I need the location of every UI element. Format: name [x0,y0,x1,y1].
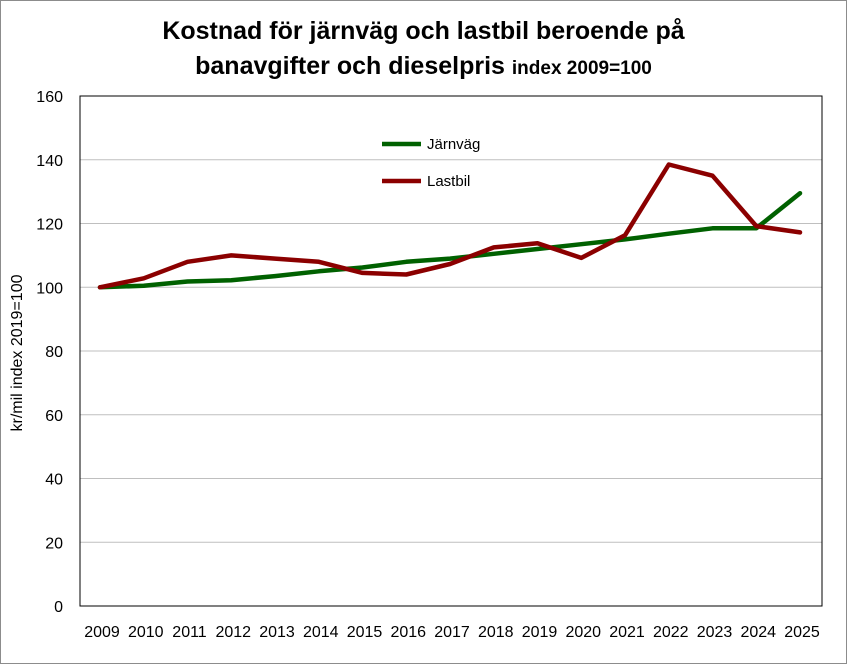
plot-area-border [79,95,823,607]
x-tick-label-2015: 2015 [347,624,383,641]
x-tick-label-2024: 2024 [740,624,776,641]
legend-label-järnväg: Järnväg [427,136,480,153]
y-tick-label-0: 0 [54,599,63,616]
legend-label-lastbil: Lastbil [427,173,470,190]
x-tick-label-2021: 2021 [609,624,645,641]
y-axis-tick-labels: 0 20 40 60 80 100 120 140 160 [36,89,63,616]
series-line-järnväg [97,190,803,290]
y-tick-label-100: 100 [36,280,63,297]
series-lines [97,162,803,290]
series-line-lastbil [97,162,803,290]
y-tick-label-80: 80 [45,344,63,361]
x-tick-label-2010: 2010 [128,624,164,641]
chart-title-suffix: index 2009=100 [511,58,652,79]
y-tick-label-60: 60 [45,408,63,425]
y-tick-label-40: 40 [45,472,63,489]
x-tick-label-2014: 2014 [303,624,339,641]
y-tick-label-20: 20 [45,535,63,552]
x-tick-label-2011: 2011 [172,624,207,641]
x-tick-label-2019: 2019 [522,624,558,641]
y-tick-label-140: 140 [36,153,63,170]
x-tick-label-2012: 2012 [215,624,251,641]
x-tick-label-2016: 2016 [390,624,426,641]
y-tick-label-160: 160 [36,89,63,106]
y-axis-label: kr/mil index 2019=100 [9,274,26,431]
chart-title-line1: Kostnad för järnväg och lastbil beroende… [162,17,685,45]
gridlines [80,159,822,543]
x-tick-label-2017: 2017 [434,624,470,641]
x-tick-label-2025: 2025 [784,624,820,641]
chart-title-line2: banavgifter och dieselpris index 2009=10… [0,49,847,86]
x-tick-label-2018: 2018 [478,624,514,641]
y-tick-label-120: 120 [36,217,63,234]
x-tick-label-2020: 2020 [565,624,601,641]
x-tick-label-2009: 2009 [84,624,120,641]
x-tick-label-2013: 2013 [259,624,295,641]
x-tick-label-2022: 2022 [653,624,689,641]
x-tick-label-2023: 2023 [697,624,733,641]
chart-title: Kostnad för järnväg och lastbil beroende… [0,14,847,86]
chart-title-line2-main: banavgifter och dieselpris [195,52,505,80]
x-axis-tick-labels: 2009 2010 2011 2012 2013 2014 2015 2016 2017 2018… [84,624,820,641]
legend: Järnväg Lastbil [382,136,480,190]
